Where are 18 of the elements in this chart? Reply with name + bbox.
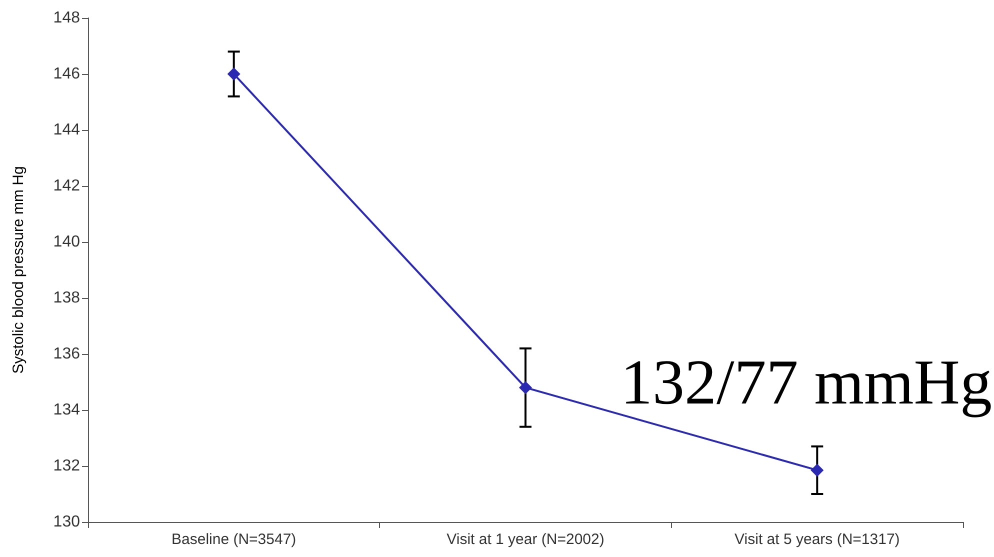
- y-tick-label: 130: [53, 514, 80, 530]
- y-tick-label: 136: [53, 346, 80, 362]
- point: [227, 68, 240, 80]
- y-tick-label: 140: [53, 234, 80, 250]
- annotation: 132/77 mmHg: [620, 346, 992, 418]
- x-tick-label: Baseline (N=3547): [171, 531, 296, 548]
- y-tick-label: 142: [53, 178, 80, 194]
- y-tick-label: 148: [53, 10, 80, 26]
- x-tick-label: Visit at 1 year (N=2002): [446, 531, 604, 548]
- y-tick-label: 134: [53, 402, 80, 418]
- y-tick-label: 132: [53, 458, 80, 474]
- y-axis-title: Systolic blood pressure mm Hg: [10, 166, 27, 374]
- y-tick-label: 138: [53, 290, 80, 306]
- point: [519, 381, 532, 394]
- y-tick-label: 146: [53, 66, 80, 82]
- y-tick-label: 144: [53, 122, 80, 138]
- x-tick-label: Visit at 5 years (N=1317): [734, 531, 900, 548]
- point: [810, 464, 824, 477]
